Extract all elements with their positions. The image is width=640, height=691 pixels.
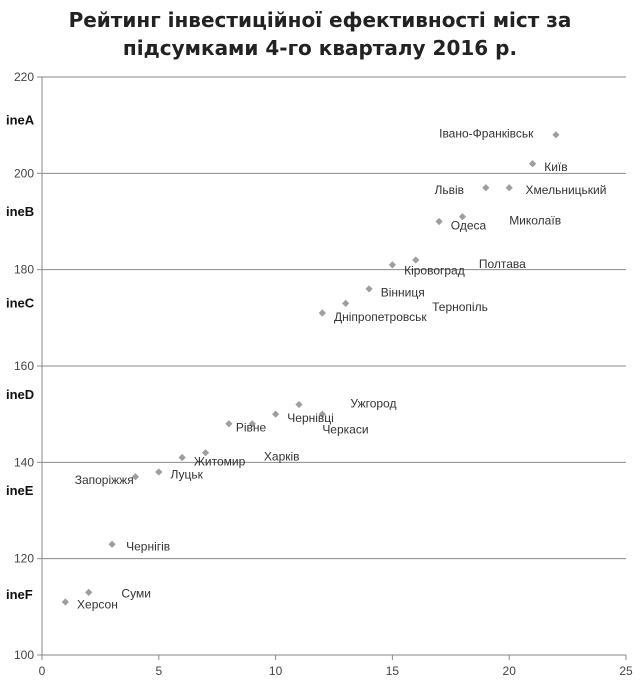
rating-band-label: ineD xyxy=(6,387,34,402)
city-label: Дніпропетровськ xyxy=(334,310,427,324)
data-point xyxy=(412,256,420,264)
city-label: Львів xyxy=(434,183,464,197)
rating-band-label: ineC xyxy=(6,295,35,310)
data-point xyxy=(61,598,69,606)
city-label: Черкаси xyxy=(322,423,368,437)
y-tick-label: 200 xyxy=(14,166,34,180)
chart-title-line-1: Рейтинг інвестиційної ефективності міст … xyxy=(69,8,572,32)
city-label: Київ xyxy=(544,160,567,174)
y-tick-label: 220 xyxy=(14,70,34,84)
data-point xyxy=(318,309,326,317)
city-label: Суми xyxy=(121,586,150,600)
data-point xyxy=(435,217,443,226)
city-label: Кіровоград xyxy=(404,264,465,278)
city-label: Херсон xyxy=(77,597,118,611)
data-point xyxy=(342,299,350,307)
city-label: Тернопіль xyxy=(432,300,488,314)
city-label: Харків xyxy=(264,450,300,464)
data-point xyxy=(505,184,513,192)
y-tick-label: 140 xyxy=(14,455,34,469)
city-label: Одеса xyxy=(451,218,487,232)
city-label: Луцьк xyxy=(170,467,203,481)
rating-band-label: ineB xyxy=(6,204,34,219)
x-tick-label: 25 xyxy=(619,664,633,678)
data-point xyxy=(248,420,256,428)
city-label: Рівне xyxy=(236,421,267,435)
city-label: Полтава xyxy=(479,257,526,271)
y-tick-labels: 100 120 140 160 180 200 220 xyxy=(14,70,34,662)
city-label: Івано-Франківськ xyxy=(439,126,534,140)
city-label: Чернігів xyxy=(126,540,170,554)
y-tick-label: 100 xyxy=(14,648,34,662)
data-point xyxy=(318,410,326,418)
data-point xyxy=(528,160,537,168)
data-point xyxy=(388,261,396,269)
data-point xyxy=(365,285,373,293)
y-tick-label: 120 xyxy=(14,552,34,566)
rating-band-label: ineA xyxy=(6,112,35,127)
data-point xyxy=(201,449,210,457)
y-tick-label: 160 xyxy=(14,359,34,373)
chart-title-line-2: підсумками 4-го кварталу 2016 р. xyxy=(123,36,517,60)
city-label: Вінниця xyxy=(381,285,425,299)
data-point xyxy=(225,420,233,428)
rating-band-label: ineF xyxy=(6,587,33,602)
city-label: Житомир xyxy=(194,454,246,468)
y-tick-label: 180 xyxy=(14,263,34,277)
city-label: Хмельницький xyxy=(526,183,607,197)
data-point xyxy=(482,184,490,192)
city-label: Чернівці xyxy=(287,411,334,425)
data-point xyxy=(295,400,303,409)
x-tick-labels: 0 5 10 15 20 25 xyxy=(39,664,633,678)
data-point xyxy=(178,453,186,462)
data-point xyxy=(108,540,116,548)
data-point xyxy=(85,588,93,596)
x-tick-label: 20 xyxy=(503,664,517,678)
rating-band-labels: ineA ineB ineC ineD ineE ineF xyxy=(6,112,35,601)
data-point xyxy=(458,213,467,221)
x-tick-label: 10 xyxy=(269,664,283,678)
x-tick-label: 15 xyxy=(386,664,400,678)
data-point xyxy=(155,468,163,476)
city-label: Ужгород xyxy=(350,397,396,411)
x-tick-label: 5 xyxy=(155,664,162,678)
gridlines xyxy=(37,76,627,660)
city-label: Запоріжжя xyxy=(75,473,134,487)
data-point xyxy=(552,131,560,139)
data-points xyxy=(61,131,560,606)
data-point xyxy=(272,410,280,418)
rating-band-label: ineE xyxy=(6,483,34,498)
city-label: Миколаїв xyxy=(509,214,561,228)
data-point xyxy=(131,473,140,481)
x-tick-label: 0 xyxy=(39,664,46,678)
